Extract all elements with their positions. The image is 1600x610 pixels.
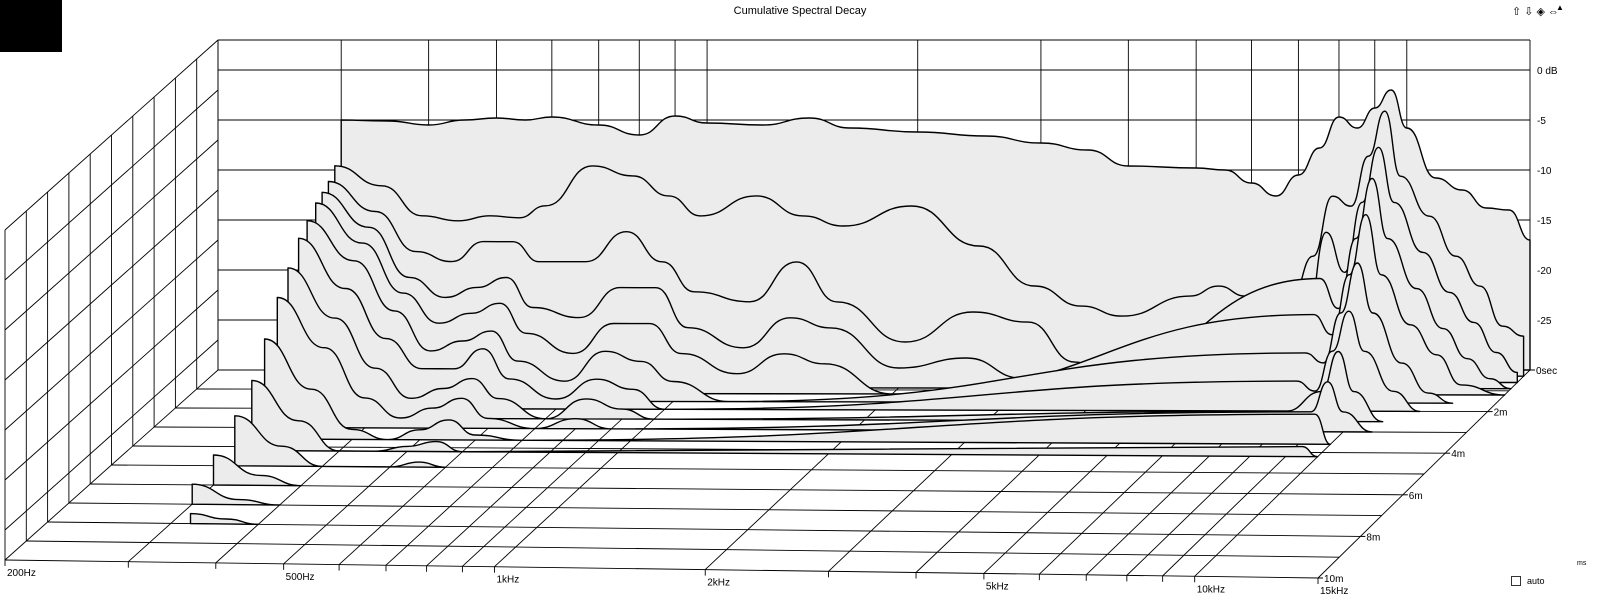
- floor-time-gridline: [68, 502, 1382, 517]
- ms-unit-label: ms: [1577, 560, 1587, 567]
- decay-slice: [297, 237, 1421, 413]
- floor-time-gridline: [4, 559, 1319, 579]
- decay-slice: [189, 512, 260, 525]
- chart-title: Cumulative Spectral Decay: [733, 5, 867, 17]
- t-tick-label: 4m: [1451, 449, 1465, 460]
- labels-group: 0 dB -5 -10 -15 -20 -25 0sec 2m 4m 6m 8m 10m 200Hz 50…: [7, 66, 1558, 597]
- rotate-toggle-icon[interactable]: ◈: [1536, 6, 1548, 18]
- db-tick-label: -25: [1537, 316, 1552, 327]
- pan-up-icon[interactable]: ⇧: [1512, 6, 1525, 18]
- freq-tick-label: 200Hz: [7, 568, 36, 579]
- floor-freq-gridline: [4, 369, 219, 561]
- t-tick-label: 2m: [1494, 408, 1508, 419]
- decay-slice: [315, 202, 1506, 396]
- freq-tick-label: 5kHz: [986, 581, 1009, 592]
- db-tick-label: 0 dB: [1537, 66, 1558, 77]
- decay-slice: [263, 338, 1332, 445]
- nav-icons: ⇧⇩◈⇔: [1512, 5, 1562, 18]
- decay-slice: [251, 379, 1319, 458]
- freq-tick-label: 10kHz: [1197, 584, 1225, 595]
- auto-label: auto: [1527, 576, 1545, 586]
- decay-slice: [191, 483, 281, 506]
- zoom-horizontal-icon[interactable]: ⇔: [1547, 6, 1562, 18]
- db-tick-label: -5: [1537, 116, 1546, 127]
- db-tick-label: -15: [1537, 216, 1552, 227]
- floor-freq-gridline: [494, 369, 708, 568]
- floor-freq-gridline: [1317, 369, 1531, 579]
- decay-slice: [234, 415, 447, 468]
- db-tick-label: -20: [1537, 266, 1552, 277]
- freq-tick-label: 2kHz: [707, 578, 730, 589]
- db-tick-label: -10: [1537, 166, 1552, 177]
- scroll-up-icon[interactable]: ▲: [1556, 3, 1564, 12]
- t-tick-label: 8m: [1366, 532, 1380, 543]
- floor-time-gridline: [26, 540, 1340, 558]
- pan-down-icon[interactable]: ⇩: [1524, 6, 1537, 18]
- t-tick-label: 6m: [1409, 491, 1423, 502]
- auto-checkbox[interactable]: auto: [1511, 576, 1545, 586]
- freq-tick-label: 1kHz: [496, 575, 519, 586]
- auto-checkbox-box[interactable]: [1511, 576, 1521, 586]
- floor-time-gridline: [47, 521, 1361, 537]
- slices-group: [189, 89, 1531, 525]
- decay-slice: [212, 454, 302, 487]
- decay-slice: [306, 220, 1454, 404]
- freq-tick-label: 500Hz: [286, 572, 315, 583]
- freq-tick-label: 15kHz: [1320, 586, 1348, 597]
- floor-time-gridline: [90, 483, 1403, 496]
- black-corner-block: [0, 0, 62, 52]
- t-tick-label: 0sec: [1536, 366, 1557, 377]
- t-tick-label: 10m: [1324, 574, 1343, 585]
